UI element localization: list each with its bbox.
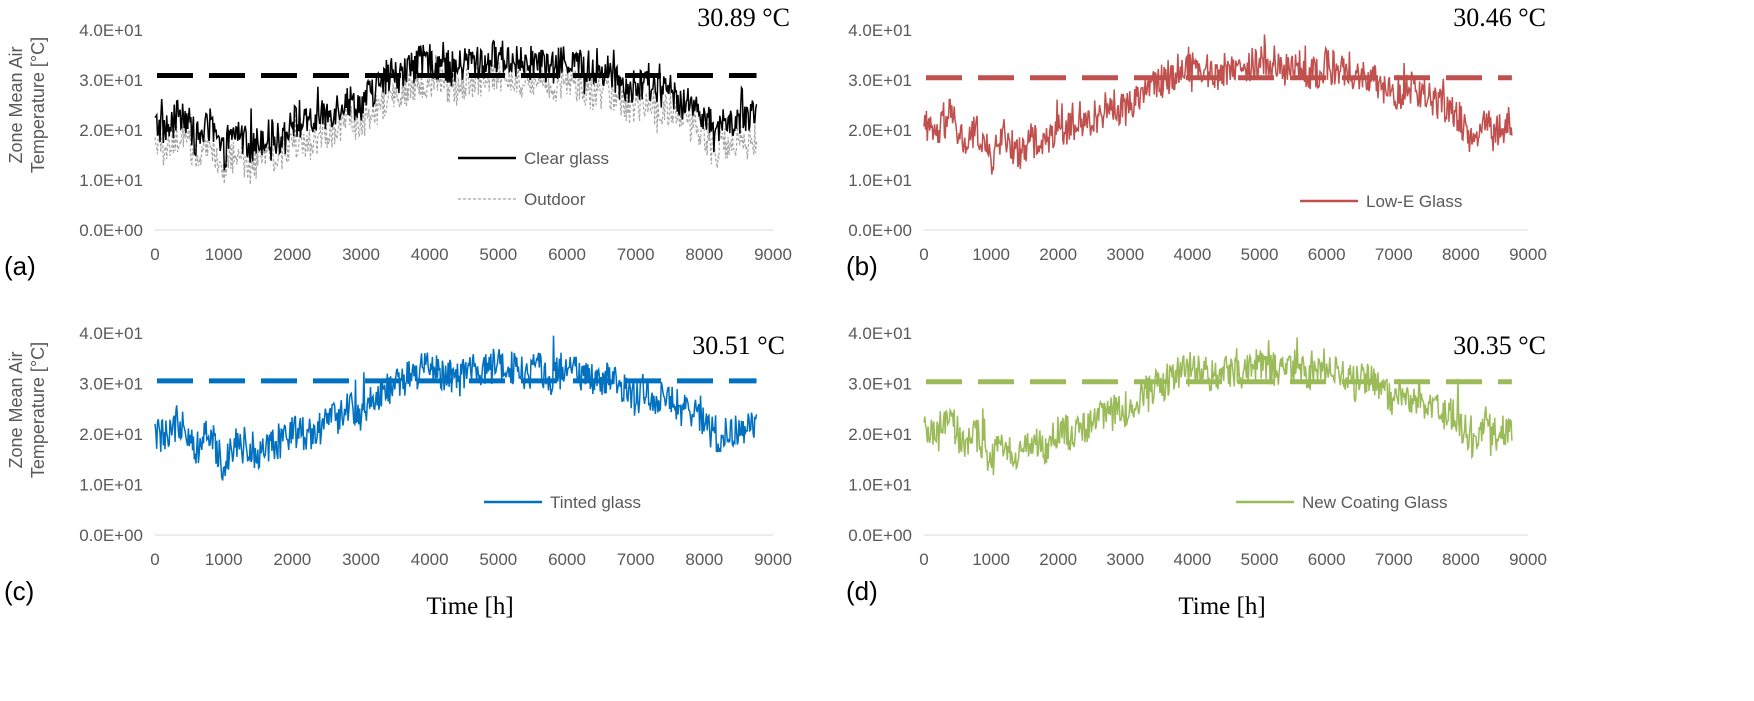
annotation-a: 30.89 °C: [697, 3, 790, 32]
x-tick-label: 6000: [548, 245, 586, 264]
y-tick-label: 2.0E+01: [848, 425, 912, 444]
series-line: [154, 335, 758, 481]
x-tick-label: 4000: [1174, 245, 1212, 264]
x-tick-label: 0: [919, 550, 928, 569]
x-axis-title-right: Time [h]: [1178, 593, 1265, 620]
legend-label: Tinted glass: [550, 493, 641, 512]
x-tick-label: 3000: [1106, 245, 1144, 264]
x-tick-label: 1000: [972, 550, 1010, 569]
y-tick-label: 4.0E+01: [848, 324, 912, 343]
annotation-d: 30.35 °C: [1453, 331, 1546, 360]
y-axis-title-bottom-line1: Zone Mean Air: [6, 351, 26, 468]
y-tick-label: 4.0E+01: [79, 21, 143, 40]
y-tick-label: 0.0E+00: [848, 526, 912, 545]
x-tick-label: 2000: [273, 550, 311, 569]
y-tick-label: 3.0E+01: [79, 375, 143, 394]
y-tick-label: 1.0E+01: [848, 476, 912, 495]
x-tick-label: 4000: [411, 245, 449, 264]
panel-a: 0.0E+00 1.0E+01 2.0E+01 3.0E+01 4.0E+01 0 1000…: [79, 21, 792, 264]
x-tick-label: 6000: [1308, 245, 1346, 264]
y-tick-label: 1.0E+01: [848, 171, 912, 190]
series-line: [923, 337, 1513, 476]
x-tick-label: 9000: [754, 245, 792, 264]
x-tick-label: 5000: [479, 550, 517, 569]
x-tick-label: 9000: [1509, 550, 1547, 569]
y-tick-label: 2.0E+01: [79, 121, 143, 140]
x-axis-title-left: Time [h]: [426, 593, 513, 620]
y-tick-label: 1.0E+01: [79, 476, 143, 495]
x-tick-label: 3000: [1106, 550, 1144, 569]
x-tick-label: 2000: [1039, 245, 1077, 264]
panel-c: 0.0E+00 1.0E+01 2.0E+01 3.0E+01 4.0E+01 0 1000…: [79, 324, 792, 569]
y-tick-label: 1.0E+01: [79, 171, 143, 190]
x-tick-label: 2000: [273, 245, 311, 264]
x-tick-label: 7000: [617, 245, 655, 264]
x-tick-label: 8000: [685, 245, 723, 264]
y-tick-label: 2.0E+01: [79, 425, 143, 444]
y-tick-label: 0.0E+00: [79, 221, 143, 240]
y-tick-label: 0.0E+00: [79, 526, 143, 545]
x-tick-label: 4000: [1174, 550, 1212, 569]
annotation-b: 30.46 °C: [1453, 3, 1546, 32]
panel-d: 0.0E+00 1.0E+01 2.0E+01 3.0E+01 4.0E+01 0 1000…: [848, 324, 1547, 569]
legend-label: Outdoor: [524, 190, 586, 209]
series-line: [154, 39, 758, 171]
x-tick-label: 9000: [754, 550, 792, 569]
x-tick-label: 4000: [411, 550, 449, 569]
x-tick-label: 8000: [1442, 550, 1480, 569]
panel-b: 0.0E+00 1.0E+01 2.0E+01 3.0E+01 4.0E+01 0 1000…: [848, 21, 1547, 264]
legend-background: [444, 142, 634, 178]
panel-label-a: (a): [4, 251, 36, 281]
y-axis-title-top-line1: Zone Mean Air: [6, 46, 26, 163]
legend-label: Clear glass: [524, 149, 609, 168]
series-line: [923, 34, 1513, 175]
x-tick-label: 6000: [1308, 550, 1346, 569]
x-tick-label: 5000: [479, 245, 517, 264]
legend-background: [444, 183, 634, 219]
y-tick-label: 0.0E+00: [848, 221, 912, 240]
x-tick-label: 5000: [1241, 245, 1279, 264]
x-tick-label: 5000: [1241, 550, 1279, 569]
x-tick-label: 0: [919, 245, 928, 264]
x-tick-label: 0: [150, 550, 159, 569]
x-tick-label: 0: [150, 245, 159, 264]
panel-label-d: (d): [846, 576, 878, 606]
x-tick-label: 8000: [1442, 245, 1480, 264]
y-tick-label: 3.0E+01: [848, 71, 912, 90]
x-tick-label: 1000: [972, 245, 1010, 264]
y-tick-label: 3.0E+01: [79, 71, 143, 90]
y-tick-label: 2.0E+01: [848, 121, 912, 140]
y-tick-label: 3.0E+01: [848, 375, 912, 394]
x-tick-label: 7000: [617, 550, 655, 569]
x-tick-label: 9000: [1509, 245, 1547, 264]
x-tick-label: 1000: [205, 550, 243, 569]
y-tick-label: 4.0E+01: [848, 21, 912, 40]
x-tick-label: 2000: [1039, 550, 1077, 569]
x-tick-label: 1000: [205, 245, 243, 264]
x-tick-label: 7000: [1375, 245, 1413, 264]
x-tick-label: 3000: [342, 550, 380, 569]
y-axis-title-bottom-line2: Temperature [°C]: [28, 342, 48, 478]
legend-label: New Coating Glass: [1302, 493, 1448, 512]
panel-label-c: (c): [4, 576, 34, 606]
y-tick-label: 4.0E+01: [79, 324, 143, 343]
x-tick-label: 3000: [342, 245, 380, 264]
x-tick-label: 7000: [1375, 550, 1413, 569]
y-axis-title-top-line2: Temperature [°C]: [28, 37, 48, 173]
x-tick-label: 8000: [685, 550, 723, 569]
legend-label: Low-E Glass: [1366, 192, 1462, 211]
annotation-c: 30.51 °C: [692, 331, 785, 360]
panel-label-b: (b): [846, 251, 878, 281]
x-tick-label: 6000: [548, 550, 586, 569]
